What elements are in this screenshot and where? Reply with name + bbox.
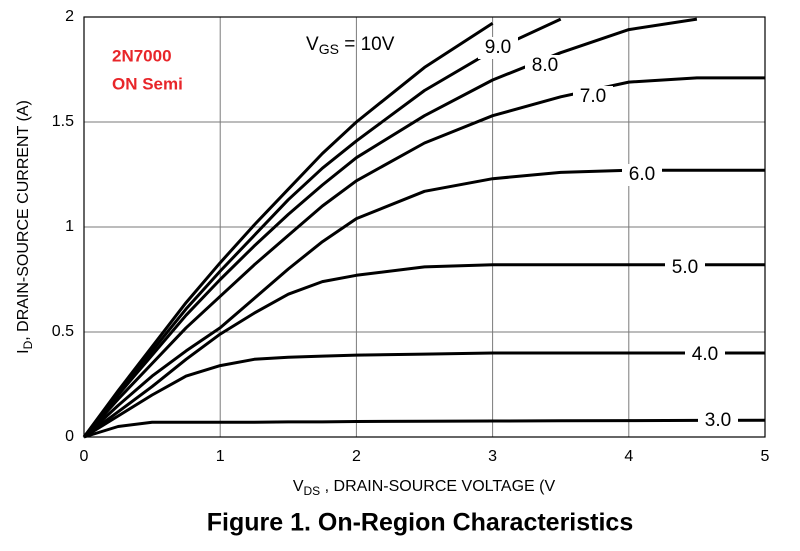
x-tick-label: 2: [352, 448, 361, 465]
y-tick-label: 1: [65, 218, 74, 235]
x-tick-label: 0: [80, 448, 89, 465]
curve-label: 5.0: [672, 257, 698, 278]
annotation: 2N7000: [112, 46, 172, 65]
x-axis-label: VDS , DRAIN-SOURCE VOLTAGE (V: [293, 478, 556, 498]
y-tick-label: 0.5: [52, 323, 74, 340]
label-bg: [478, 37, 518, 59]
y-tick-label: 1.5: [52, 113, 74, 130]
y-tick-label: 0: [65, 428, 74, 445]
curve: [82, 22, 494, 438]
curve: [83, 351, 765, 439]
label-bg: [665, 257, 705, 279]
curve-label: VGS = 10V: [306, 34, 395, 57]
label-bg: [525, 55, 565, 77]
plot-border: [83, 16, 766, 438]
x-tick-label: 3: [488, 448, 497, 465]
curve-label: 8.0: [532, 55, 558, 76]
curve-label: 9.0: [485, 37, 511, 58]
label-bg: [698, 410, 738, 432]
caption: Figure 1. On-Region Characteristics: [207, 509, 634, 537]
curve: [83, 418, 766, 439]
y-axis-label: ID, DRAIN-SOURCE CURRENT (A): [15, 100, 35, 354]
curve: [83, 263, 765, 439]
x-tick-label: 4: [624, 448, 633, 465]
curve-label: 6.0: [629, 164, 655, 185]
curve-label: 3.0: [705, 410, 731, 431]
y-tick-label: 2: [65, 8, 74, 25]
x-tick-label: 1: [216, 448, 225, 465]
label-bg: [685, 344, 725, 366]
curve: [82, 17, 562, 438]
curve-label: 7.0: [580, 86, 606, 107]
curve: [82, 168, 765, 439]
label-bg: [622, 164, 662, 186]
x-tick-label: 5: [761, 448, 770, 465]
label-bg: [573, 86, 613, 108]
annotation: ON Semi: [112, 74, 183, 93]
curve-label: 4.0: [692, 344, 718, 365]
curve: [82, 76, 765, 439]
